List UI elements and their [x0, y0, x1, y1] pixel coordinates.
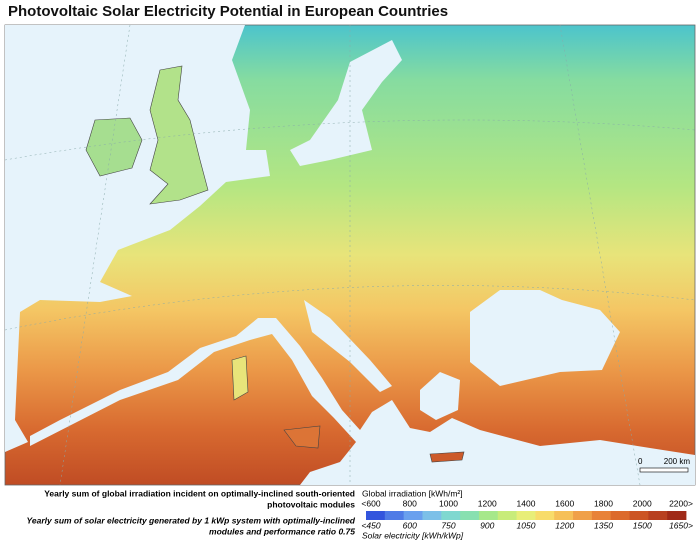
legend-label: 1600	[555, 498, 574, 508]
legend-label: 2200>	[669, 498, 693, 508]
great-britain	[149, 65, 209, 205]
legend-title: Solar electricity [kWh/kWp]	[362, 530, 464, 540]
mediterranean	[30, 318, 695, 485]
legend-swatch	[384, 511, 405, 520]
legend-label: 1200	[555, 520, 574, 530]
scale-bar	[639, 467, 689, 473]
sicily	[283, 425, 321, 449]
legend-label: <450	[361, 520, 380, 530]
legend: Yearly sum of global irradiation inciden…	[27, 488, 693, 540]
legend-swatch	[441, 511, 461, 520]
baltic-sea	[290, 40, 402, 166]
legend-label: 800	[403, 498, 417, 508]
legend-swatch	[535, 511, 555, 520]
legend-label: 750	[441, 520, 455, 530]
crete	[429, 451, 465, 463]
caption-line: photovoltaic modules	[267, 499, 355, 509]
legend-label: 600	[403, 520, 417, 530]
legend-swatch	[516, 511, 536, 520]
legend-swatch	[667, 511, 687, 520]
legend-swatch	[478, 511, 499, 520]
legend-swatch	[460, 511, 480, 520]
legend-label: 1000	[439, 498, 458, 508]
legend-label: 1500	[633, 520, 652, 530]
legend-swatch	[573, 511, 593, 520]
legend-swatch	[610, 511, 630, 520]
legend-swatch	[554, 511, 574, 520]
sardinia	[231, 355, 249, 401]
ireland	[85, 117, 143, 177]
caption-line: Yearly sum of global irradiation inciden…	[44, 488, 355, 498]
legend-label: <600	[361, 498, 380, 508]
legend-title: Global irradiation [kWh/m²]	[362, 488, 463, 498]
legend-label: 900	[480, 520, 494, 530]
legend-swatch	[629, 511, 649, 520]
legend-swatch	[648, 511, 668, 520]
graticule	[4, 24, 696, 486]
legend-swatch	[497, 511, 517, 520]
adriatic	[304, 300, 392, 392]
atlantic	[5, 25, 270, 452]
legend-label: 2000	[633, 498, 652, 508]
legend-label: 1800	[594, 498, 613, 508]
legend-label: 1400	[517, 498, 536, 508]
black-sea	[470, 290, 620, 386]
legend-swatch	[422, 511, 442, 520]
legend-swatch	[366, 511, 386, 520]
scale-start: 0	[638, 457, 643, 466]
map: 0 200 km	[4, 24, 696, 486]
caption-line: Yearly sum of solar electricity generate…	[27, 515, 356, 525]
scale-end: 200 km	[664, 457, 691, 466]
legend-label: 1650>	[669, 520, 693, 530]
legend-swatch	[591, 511, 612, 520]
aegean	[420, 372, 460, 420]
title: Photovoltaic Solar Electricity Potential…	[8, 3, 448, 20]
legend-label: 1200	[478, 498, 497, 508]
legend-label: 1350	[594, 520, 613, 530]
caption-line: modules and performance ratio 0.75	[209, 526, 355, 536]
legend-swatch	[403, 511, 423, 520]
legend-label: 1050	[517, 520, 536, 530]
